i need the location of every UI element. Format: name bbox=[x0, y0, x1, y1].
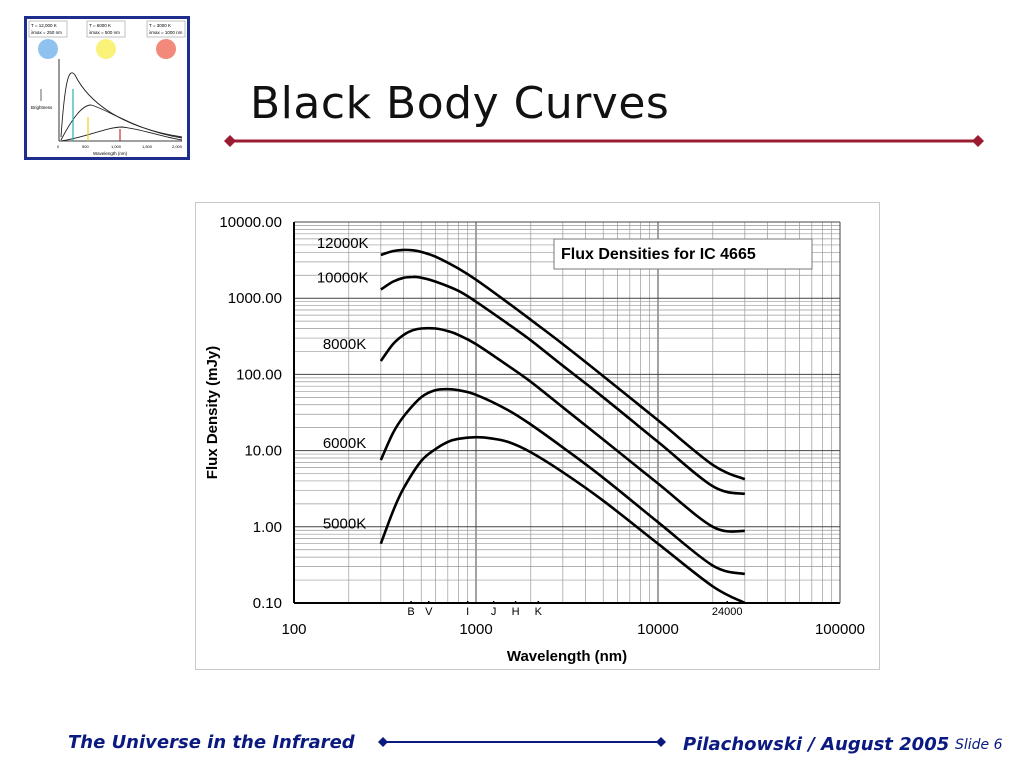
series-label-6000k: 6000K bbox=[323, 435, 366, 452]
band-label: H bbox=[512, 606, 520, 618]
x-tick-labels: 100 1000 10000 100000 bbox=[281, 621, 865, 638]
flux-chart: 0.10 1.00 10.00 100.00 1000.00 10000.00 100 10… bbox=[195, 202, 880, 670]
thumb-star2-temp: T = 6000 K bbox=[89, 23, 111, 28]
thumb-xlabel: Wavelength (nm) bbox=[93, 151, 128, 156]
band-label: J bbox=[491, 606, 497, 618]
series-label-12000k: 12000K bbox=[317, 235, 369, 252]
thumb-tick-2: 1,000 bbox=[111, 144, 122, 149]
thumb-star-yellow bbox=[96, 39, 116, 59]
series-label-10000k: 10000K bbox=[317, 270, 369, 287]
band-label: 24000 bbox=[712, 606, 743, 618]
thumb-tick-4: 2,000 bbox=[172, 144, 183, 149]
divider-diamond-right bbox=[972, 135, 984, 147]
chart-title-box bbox=[553, 238, 813, 270]
x-tick-label: 100000 bbox=[815, 621, 865, 638]
thumb-star3-peak: λmax = 1000 nm bbox=[149, 30, 183, 35]
footer-course-title: The Universe in the Infrared bbox=[68, 732, 355, 753]
x-tick-label: 10000 bbox=[637, 621, 679, 638]
thumb-star2-peak: λmax = 500 nm bbox=[89, 30, 120, 35]
series-labels: 12000K 10000K 8000K 6000K 5000K bbox=[317, 235, 369, 533]
thumb-star-red bbox=[156, 39, 176, 59]
footer-author-date: Pilachowski / August 2005 bbox=[683, 734, 950, 755]
y-tick-label: 100.00 bbox=[236, 366, 282, 383]
y-tick-label: 1.00 bbox=[253, 519, 282, 536]
chart-axes bbox=[293, 221, 841, 604]
series-line-6000k bbox=[379, 387, 746, 576]
series-line-5000k bbox=[379, 435, 746, 605]
x-axis-label: Wavelength (nm) bbox=[507, 648, 627, 665]
thumb-star1-temp: T = 12,000 K bbox=[31, 23, 57, 28]
footer-diamond-left bbox=[378, 737, 388, 747]
chart-series bbox=[379, 248, 746, 605]
footer-divider bbox=[378, 737, 666, 747]
thumb-curve-mid bbox=[60, 104, 183, 141]
chart-title: Flux Densities for IC 4665 bbox=[561, 246, 756, 263]
thumb-star1-peak: λmax = 250 nm bbox=[31, 30, 62, 35]
photometric-bands: B V I J H K 24000 bbox=[407, 601, 742, 618]
thumb-star-blue bbox=[38, 39, 58, 59]
thumb-star3-temp: T = 3000 K bbox=[149, 23, 171, 28]
series-line-12000k bbox=[380, 248, 746, 481]
blackbody-thumbnail: T = 12,000 K λmax = 250 nm T = 6000 K λm… bbox=[24, 16, 190, 160]
x-tick-label: 1000 bbox=[459, 621, 492, 638]
y-tick-labels: 0.10 1.00 10.00 100.00 1000.00 10000.00 bbox=[219, 214, 282, 612]
x-tick-label: 100 bbox=[281, 621, 306, 638]
y-tick-label: 1000.00 bbox=[228, 290, 282, 307]
series-line-8000k bbox=[379, 326, 745, 533]
thumb-tick-0: 0 bbox=[57, 144, 60, 149]
y-axis-label: Flux Density (mJy) bbox=[204, 346, 221, 479]
series-label-8000k: 8000K bbox=[323, 336, 366, 353]
title-divider bbox=[224, 135, 984, 147]
footer-diamond-right bbox=[656, 737, 666, 747]
thumb-tick-3: 1,500 bbox=[142, 144, 153, 149]
y-tick-label: 10000.00 bbox=[219, 214, 282, 231]
band-label: I bbox=[466, 606, 469, 618]
series-label-5000k: 5000K bbox=[323, 516, 366, 533]
series-line-10000k bbox=[380, 275, 746, 496]
thumbnail-graphic: T = 12,000 K λmax = 250 nm T = 6000 K λm… bbox=[27, 19, 187, 157]
thumb-ylabel: Brightness bbox=[31, 105, 53, 110]
slide-number: Slide 6 bbox=[955, 737, 1003, 753]
band-label: V bbox=[425, 606, 433, 618]
band-label: B bbox=[407, 606, 414, 618]
thumb-tick-1: 500 bbox=[82, 144, 89, 149]
slide-title: Black Body Curves bbox=[250, 78, 670, 129]
band-label: K bbox=[535, 606, 543, 618]
y-tick-label: 0.10 bbox=[253, 595, 282, 612]
chart-grid bbox=[293, 222, 840, 604]
y-tick-label: 10.00 bbox=[244, 443, 282, 460]
divider-diamond-left bbox=[224, 135, 236, 147]
thumb-curve-cool bbox=[60, 126, 183, 142]
